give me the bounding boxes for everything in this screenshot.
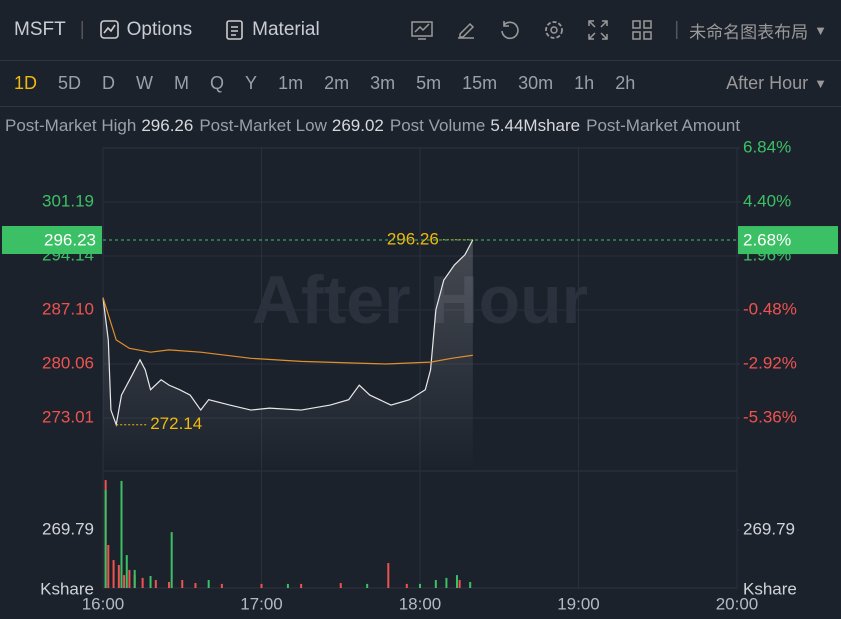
stats-bar: Post-Market High 296.26 Post-Market Low 269… <box>0 112 841 140</box>
volume-unit: Kshare <box>40 579 94 598</box>
material-button[interactable]: Material <box>252 19 320 40</box>
session-select[interactable]: After Hour <box>726 72 809 93</box>
volume-bar <box>445 577 448 588</box>
period-button[interactable]: 3m <box>370 72 396 93</box>
volume-bar <box>387 563 390 588</box>
volume-bar <box>120 480 123 588</box>
y-tick-label: 273.01 <box>42 408 94 427</box>
icon-indicator[interactable] <box>411 19 433 41</box>
volume-bar <box>170 532 173 588</box>
period-button[interactable]: 5D <box>58 72 82 93</box>
price-area <box>103 239 473 470</box>
y2-tick-label: -5.36% <box>743 407 797 426</box>
volume-bar <box>181 580 184 588</box>
symbol[interactable]: MSFT <box>14 19 66 40</box>
options-button[interactable]: Options <box>126 19 193 40</box>
y-tick-label: 280.06 <box>42 353 94 372</box>
volume-bar <box>141 577 144 588</box>
y2-tick-label: 6.84% <box>743 137 791 156</box>
volume-bar <box>149 575 152 588</box>
period-button[interactable]: 15m <box>462 72 498 93</box>
volume-bar <box>339 583 342 588</box>
volume-bar <box>207 580 210 588</box>
stat-label: Post-Market Low <box>199 116 327 135</box>
volume-bar <box>366 583 369 588</box>
period-button[interactable]: D <box>102 72 116 93</box>
volume-bar <box>117 564 120 588</box>
x-tick-label: 17:00 <box>240 594 283 613</box>
x-tick-label: 20:00 <box>716 594 759 613</box>
high-label: 296.26 <box>387 229 439 248</box>
icon-fullscreen[interactable] <box>587 19 609 41</box>
icon-layout[interactable] <box>631 19 653 41</box>
volume-bar <box>434 580 437 588</box>
period-button[interactable]: 5m <box>416 72 442 93</box>
stat-label: Post-Market Amount <box>586 116 741 135</box>
x-tick-label: 16:00 <box>82 594 125 613</box>
volume-bar <box>168 581 171 588</box>
stat-value: 5.44Mshare <box>490 116 581 135</box>
volume-unit: Kshare <box>743 579 797 598</box>
stat-label: Post-Market High <box>5 116 137 135</box>
last-price-tag <box>2 226 102 254</box>
price-line <box>102 239 474 428</box>
period-button[interactable]: 30m <box>518 72 554 93</box>
last-price-label: 296.23 <box>44 230 96 249</box>
volume-bar <box>458 580 461 588</box>
period-button[interactable]: Y <box>245 72 258 93</box>
volume-bar <box>104 489 107 588</box>
volume-bar <box>405 583 408 588</box>
volume-bar <box>220 583 223 588</box>
volume-bar <box>419 583 421 588</box>
y2-tick-label: -0.48% <box>743 299 797 318</box>
period-button[interactable]: 2h <box>615 72 636 93</box>
volume-bar <box>194 583 197 588</box>
options-icon <box>99 20 119 39</box>
volume-bar <box>260 583 263 588</box>
low-label: 272.14 <box>150 414 202 433</box>
period-bar: 1D 5D D W M Q Y 1m 2m 3m 5m 15m 30m 1h 2h After Hour ▼ <box>0 60 841 107</box>
volume-tick-label: 269.79 <box>743 519 795 538</box>
period-button[interactable]: W <box>136 72 154 93</box>
last-change-tag <box>738 226 838 255</box>
material-icon <box>226 20 243 40</box>
volume-bar <box>154 580 157 588</box>
price-line <box>102 297 473 365</box>
y2-tick-label: 4.40% <box>743 191 791 210</box>
stat-value: 269.02 <box>331 116 384 135</box>
icon-draw[interactable] <box>455 19 477 41</box>
volume-bar <box>107 545 110 588</box>
icon-reset[interactable] <box>499 19 521 41</box>
y-tick-label: 301.19 <box>42 191 94 210</box>
period-button[interactable]: 1m <box>278 72 304 93</box>
last-change-label: 2.68% <box>743 231 791 250</box>
toolbar: MSFT | Options Material | 未命名图表布局 ▼ <box>0 0 841 61</box>
y2-tick-label: -2.92% <box>743 353 797 372</box>
icon-settings[interactable] <box>543 19 565 41</box>
period-button[interactable]: Q <box>210 72 225 93</box>
x-tick-label: 18:00 <box>399 594 442 613</box>
volume-bar <box>125 555 128 588</box>
y-tick-label: 287.10 <box>42 299 94 318</box>
period-button[interactable]: 1D <box>14 72 38 93</box>
volume-bar <box>112 560 115 588</box>
volume-bar <box>133 569 136 588</box>
volume-tick-label: 269.79 <box>42 519 94 538</box>
stat-label: Post Volume <box>389 116 486 135</box>
volume-bar <box>455 575 458 588</box>
volume-bar <box>123 575 126 588</box>
period-button[interactable]: 2m <box>324 72 350 93</box>
stat-value: 296.26 <box>141 116 194 135</box>
volume-bar <box>286 583 289 588</box>
volume-bar <box>128 569 131 588</box>
volume-bar <box>300 583 303 588</box>
period-button[interactable]: 1h <box>574 72 595 93</box>
volume-bar <box>469 581 472 588</box>
period-button[interactable]: M <box>174 72 190 93</box>
layout-name[interactable]: 未命名图表布局 <box>689 22 809 42</box>
x-tick-label: 19:00 <box>557 594 600 613</box>
